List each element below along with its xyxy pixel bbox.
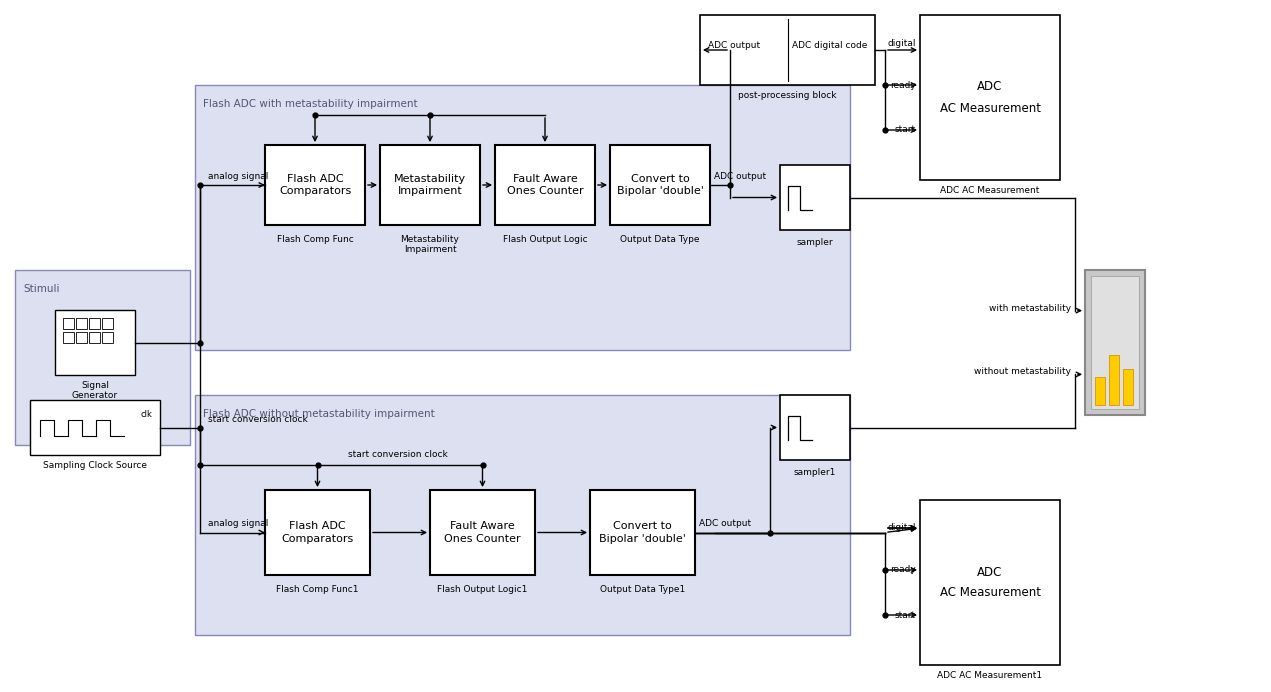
Bar [590,490,695,575]
Text: ADC output: ADC output [708,42,760,51]
Text: Comparators: Comparators [281,534,353,544]
Bar [194,395,850,635]
Bar [1124,369,1132,405]
Text: sampler1: sampler1 [794,468,836,477]
Bar [610,145,710,225]
Text: Impairment: Impairment [398,187,463,197]
Bar [264,145,365,225]
Text: Metastability
Impairment: Metastability Impairment [400,235,459,255]
Text: Ones Counter: Ones Counter [507,187,583,197]
Text: Flash ADC: Flash ADC [290,521,346,531]
Text: Flash ADC without metastability impairment: Flash ADC without metastability impairme… [203,409,435,419]
Bar [89,332,100,343]
Bar [31,400,160,455]
Text: Bipolar 'double': Bipolar 'double' [599,534,686,544]
Text: start conversion clock: start conversion clock [208,415,308,424]
Text: start: start [895,125,916,134]
Bar [1085,270,1145,415]
Text: ready: ready [890,80,916,89]
Text: ADC AC Measurement1: ADC AC Measurement1 [938,671,1042,680]
Text: digital: digital [887,524,916,533]
Text: clk: clk [140,410,153,419]
Bar [264,490,370,575]
Bar [920,15,1060,180]
Bar [76,332,86,343]
Text: Output Data Type: Output Data Type [620,235,700,244]
Text: ADC
AC Measurement: ADC AC Measurement [939,565,1041,599]
Text: Flash ADC: Flash ADC [287,174,343,183]
Bar [430,490,535,575]
Text: Convert to: Convert to [613,521,672,531]
Text: ADC digital code: ADC digital code [792,42,867,51]
Text: analog signal: analog signal [208,520,268,529]
Text: Convert to: Convert to [630,174,689,183]
Text: Flash ADC with metastability impairment: Flash ADC with metastability impairment [203,99,418,109]
Text: sampler: sampler [797,238,834,247]
Text: Flash Output Logic1: Flash Output Logic1 [437,585,527,594]
Bar [15,270,189,445]
Text: without metastability: without metastability [974,367,1071,376]
Text: Fault Aware: Fault Aware [512,174,577,183]
Bar [1096,377,1104,405]
Bar [380,145,480,225]
Text: Output Data Type1: Output Data Type1 [600,585,685,594]
Bar [89,318,100,329]
Text: Flash Comp Func: Flash Comp Func [277,235,353,244]
Bar [102,318,113,329]
Text: Fault Aware: Fault Aware [450,521,515,531]
Bar [920,500,1060,665]
Text: with metastability: with metastability [989,304,1071,313]
Text: ready: ready [890,565,916,574]
Text: start conversion clock: start conversion clock [348,450,447,459]
Bar [55,310,135,375]
Text: analog signal: analog signal [208,172,268,181]
Bar [102,332,113,343]
Text: Sampling Clock Source: Sampling Clock Source [43,461,147,470]
Text: Comparators: Comparators [278,187,351,197]
Text: Flash Output Logic: Flash Output Logic [503,235,587,244]
Bar [780,165,850,230]
Bar [64,318,74,329]
Bar [76,318,86,329]
Text: Bipolar 'double': Bipolar 'double' [616,187,703,197]
Text: post-processing block: post-processing block [738,91,836,100]
Text: digital: digital [887,39,916,48]
Text: Metastability: Metastability [394,174,466,183]
Bar [1091,276,1139,409]
Bar [64,332,74,343]
Bar [494,145,595,225]
Text: start: start [895,610,916,619]
Text: ADC AC Measurement: ADC AC Measurement [941,186,1040,195]
Text: Stimuli: Stimuli [23,284,60,294]
Bar [780,395,850,460]
Text: ADC
AC Measurement: ADC AC Measurement [939,80,1041,114]
Text: ADC output: ADC output [699,520,751,529]
Bar [194,85,850,350]
Bar [1110,355,1118,405]
Text: Signal
Generator: Signal Generator [72,381,118,401]
Text: ADC output: ADC output [714,172,766,181]
Bar [700,15,874,85]
Text: Flash Comp Func1: Flash Comp Func1 [276,585,358,594]
Text: Ones Counter: Ones Counter [444,534,521,544]
